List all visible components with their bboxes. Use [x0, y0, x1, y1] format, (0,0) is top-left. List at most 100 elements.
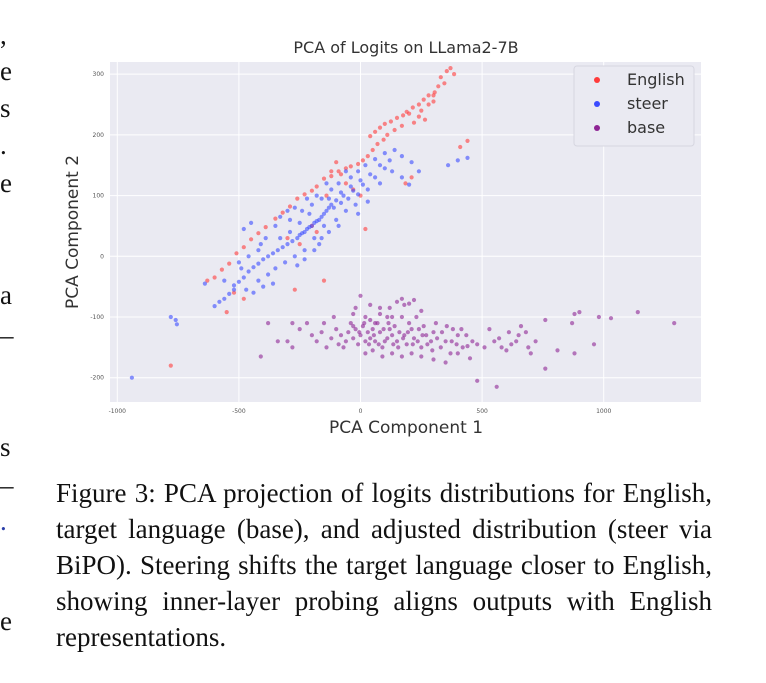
point-base: [353, 327, 358, 332]
point-base: [407, 301, 412, 306]
point-base: [420, 333, 425, 338]
point-steer: [455, 158, 460, 163]
point-english: [212, 275, 217, 280]
point-base: [365, 330, 370, 335]
point-english: [368, 134, 373, 139]
point-steer: [360, 182, 365, 187]
point-base: [324, 345, 329, 350]
point-english: [287, 204, 293, 209]
point-steer: [256, 278, 261, 283]
point-base: [343, 339, 348, 344]
point-steer: [363, 163, 368, 168]
point-english: [419, 108, 424, 113]
point-base: [390, 314, 395, 320]
point-base: [465, 344, 470, 349]
point-english: [422, 117, 428, 122]
point-base: [399, 296, 404, 301]
edge-char: .: [0, 130, 7, 160]
point-steer: [319, 214, 324, 219]
point-base: [309, 333, 314, 338]
point-english: [431, 99, 436, 104]
point-steer: [290, 239, 295, 244]
point-base: [368, 302, 373, 307]
edge-char: .: [0, 506, 7, 536]
point-steer: [295, 263, 300, 268]
point-base: [346, 330, 351, 335]
point-english: [338, 172, 344, 177]
point-base: [351, 336, 356, 341]
point-base: [555, 348, 560, 353]
point-english: [365, 154, 370, 159]
point-english: [438, 75, 443, 80]
point-english: [273, 216, 278, 221]
point-steer: [346, 196, 351, 201]
point-base: [433, 321, 438, 326]
point-english: [407, 111, 412, 116]
point-base: [460, 345, 465, 350]
point-english: [416, 102, 421, 107]
point-base: [428, 339, 434, 344]
point-steer: [309, 202, 314, 207]
legend-marker: [594, 125, 600, 131]
point-english: [370, 147, 375, 153]
point-base: [391, 342, 396, 347]
point-steer: [353, 202, 358, 207]
point-steer: [312, 236, 317, 241]
point-steer: [317, 242, 322, 247]
point-base: [431, 357, 436, 362]
point-base: [419, 354, 424, 359]
point-english: [452, 72, 457, 77]
point-base: [449, 339, 454, 344]
point-base: [401, 336, 406, 341]
point-steer: [273, 223, 278, 228]
point-steer: [246, 254, 251, 259]
point-steer: [217, 299, 222, 304]
point-base: [443, 360, 448, 365]
point-steer: [336, 223, 341, 228]
point-base: [363, 351, 368, 356]
point-steer: [266, 272, 271, 277]
point-steer: [256, 248, 261, 253]
point-english: [295, 196, 300, 201]
point-steer: [399, 175, 404, 180]
point-steer: [314, 193, 319, 198]
point-base: [386, 321, 391, 326]
y-tick-label: -100: [90, 314, 104, 321]
point-base: [523, 330, 529, 335]
point-steer: [377, 181, 383, 186]
point-steer: [319, 236, 324, 241]
point-base: [572, 351, 577, 356]
point-steer: [373, 157, 378, 162]
point-base: [438, 345, 443, 350]
point-steer: [295, 236, 300, 241]
point-base: [577, 310, 582, 315]
point-steer: [278, 236, 283, 241]
point-base: [370, 327, 375, 332]
point-steer: [416, 169, 421, 174]
point-steer: [241, 226, 246, 232]
point-english: [426, 93, 431, 98]
point-base: [370, 348, 375, 353]
point-base: [407, 321, 412, 326]
point-base: [455, 333, 460, 338]
point-steer: [356, 211, 361, 216]
point-base: [419, 345, 424, 350]
point-steer: [334, 217, 339, 222]
point-base: [409, 351, 414, 356]
point-english: [314, 184, 319, 189]
point-english: [373, 129, 378, 134]
point-steer: [351, 188, 356, 193]
point-steer: [231, 283, 237, 288]
point-steer: [324, 181, 329, 186]
point-english: [382, 121, 387, 126]
point-base: [635, 310, 640, 315]
point-base: [410, 342, 415, 347]
point-english: [401, 113, 406, 118]
point-english: [421, 97, 426, 102]
point-steer: [249, 220, 254, 225]
point-steer: [368, 172, 373, 177]
point-steer: [329, 187, 334, 192]
point-steer: [266, 254, 271, 259]
point-english: [348, 164, 353, 169]
point-english: [168, 363, 173, 368]
